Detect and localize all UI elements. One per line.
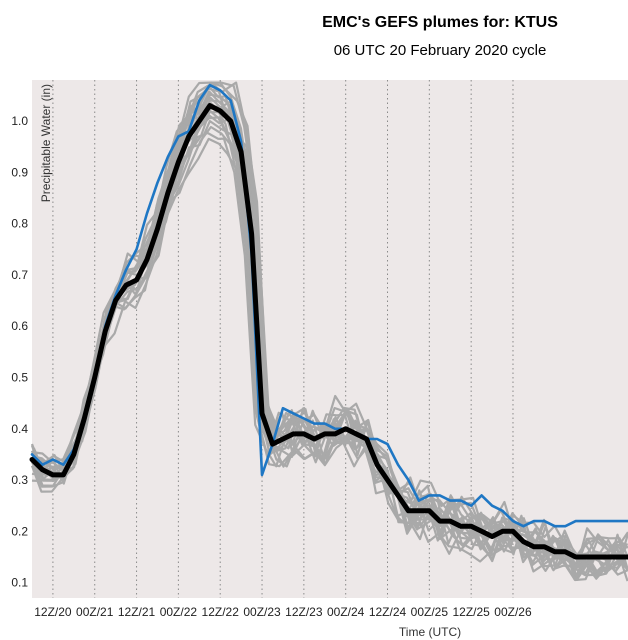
x-tick-label: 00Z/26 — [494, 605, 532, 619]
y-tick-label: 0.2 — [11, 524, 28, 538]
x-tick-label: 12Z/20 — [34, 605, 72, 619]
chart-subtitle: 06 UTC 20 February 2020 cycle — [333, 42, 547, 59]
control-line — [30, 83, 628, 528]
x-tick-label: 12Z/21 — [118, 605, 156, 619]
x-tick-label: 12Z/25 — [452, 605, 490, 619]
x-axis-label: Time (UTC) — [399, 625, 461, 639]
y-axis-label: Precipitable Water (in) — [39, 84, 53, 202]
y-tick-label: 0.9 — [11, 165, 28, 179]
y-tick-label: 0.4 — [11, 422, 28, 436]
y-tick-label: 0.1 — [11, 576, 28, 590]
member-line — [30, 116, 628, 582]
x-tick-labels: 12Z/20 00Z/21 12Z/21 00Z/22 12Z/22 00Z/23 12Z/… — [34, 605, 532, 619]
y-tick-label: 0.3 — [11, 473, 28, 487]
mean-line — [29, 103, 628, 560]
plot-background — [32, 80, 628, 598]
x-tick-label: 12Z/22 — [202, 605, 240, 619]
title-block: EMC's GEFS plumes for: KTUS 06 UTC 20 Fe… — [0, 0, 628, 70]
x-tick-label: 00Z/23 — [243, 605, 281, 619]
x-tick-label: 12Z/24 — [369, 605, 407, 619]
y-tick-label: 1.0 — [11, 114, 28, 128]
x-tick-label: 00Z/22 — [160, 605, 198, 619]
x-tick-label: 00Z/25 — [411, 605, 449, 619]
x-tick-label: 12Z/23 — [285, 605, 323, 619]
x-tick-label: 00Z/24 — [327, 605, 365, 619]
chart-title: EMC's GEFS plumes for: KTUS — [322, 14, 558, 31]
x-tick-label: 00Z/21 — [76, 605, 114, 619]
y-tick-label: 0.5 — [11, 370, 28, 384]
y-tick-label: 0.6 — [11, 319, 28, 333]
grid-lines — [52, 80, 514, 598]
main-series — [29, 83, 628, 560]
y-tick-label: 0.8 — [11, 217, 28, 231]
y-tick-labels: 0.1 0.2 0.3 0.4 0.5 0.6 0.7 0.8 0.9 1.0 — [11, 114, 28, 590]
y-tick-label: 0.7 — [11, 268, 28, 282]
